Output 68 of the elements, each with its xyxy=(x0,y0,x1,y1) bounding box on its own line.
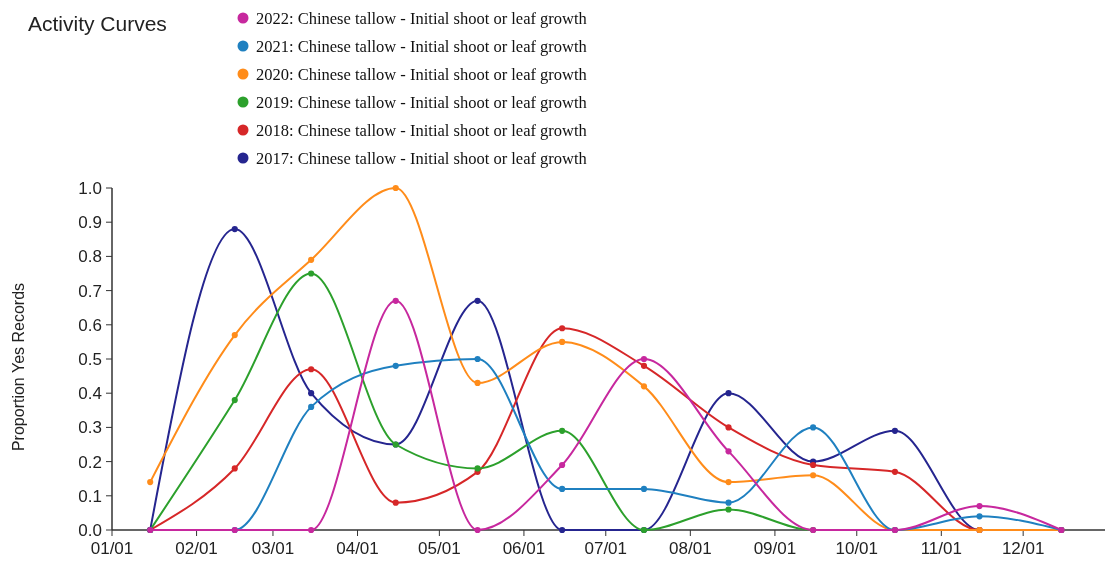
point xyxy=(308,270,315,277)
y-tick-label: 0.8 xyxy=(78,247,102,267)
point xyxy=(559,427,566,434)
point xyxy=(725,499,732,506)
point xyxy=(976,502,983,510)
y-tick-label: 1.0 xyxy=(78,179,102,198)
point xyxy=(308,390,315,397)
point xyxy=(891,427,899,434)
point xyxy=(559,485,566,493)
point xyxy=(474,526,481,534)
x-tick-label: 06/01 xyxy=(502,539,546,558)
point xyxy=(308,256,315,263)
point xyxy=(725,424,732,431)
point xyxy=(474,297,481,304)
point xyxy=(559,526,566,534)
legend-label: 2018: Chinese tallow - Initial shoot or leaf growth xyxy=(256,121,588,140)
y-tick-label: 0.7 xyxy=(78,281,102,301)
point xyxy=(810,424,817,431)
point xyxy=(810,472,817,479)
y-tick-label: 0.2 xyxy=(78,452,102,472)
legend-label: 2021: Chinese tallow - Initial shoot or leaf growth xyxy=(256,37,588,56)
x-tick-label: 09/01 xyxy=(753,539,797,558)
legend-label: 2022: Chinese tallow - Initial shoot or leaf growth xyxy=(256,9,588,28)
x-tick-label: 08/01 xyxy=(669,539,712,558)
point xyxy=(308,366,315,373)
x-tick-label: 05/01 xyxy=(418,539,461,558)
point xyxy=(725,390,732,397)
x-tick-label: 01/01 xyxy=(90,539,134,558)
y-axis-title: Proportion Yes Records xyxy=(10,282,27,452)
point xyxy=(810,461,817,469)
point xyxy=(392,184,399,192)
y-tick-label: 0.9 xyxy=(78,213,102,233)
point xyxy=(725,506,732,513)
point xyxy=(308,526,315,534)
point xyxy=(640,383,648,390)
y-tick-label: 0.1 xyxy=(78,486,102,506)
x-tick-label: 07/01 xyxy=(584,539,628,558)
point xyxy=(308,403,315,410)
legend-label: 2017: Chinese tallow - Initial shoot or leaf growth xyxy=(256,149,588,168)
point xyxy=(976,513,983,520)
point xyxy=(474,355,481,363)
point xyxy=(891,468,899,475)
y-tick-label: 0.3 xyxy=(78,418,102,438)
legend-label: 2020: Chinese tallow - Initial shoot or leaf growth xyxy=(256,65,588,84)
y-tick-label: 0.4 xyxy=(78,384,102,404)
y-tick-label: 0.6 xyxy=(78,315,102,335)
point xyxy=(392,297,399,304)
point xyxy=(559,461,566,469)
x-tick-label: 10/01 xyxy=(835,539,879,558)
legend-label: 2019: Chinese tallow - Initial shoot or leaf growth xyxy=(256,93,588,112)
x-tick-label: 12/01 xyxy=(1001,539,1045,558)
point xyxy=(474,379,481,387)
point xyxy=(640,485,648,493)
x-tick-label: 04/01 xyxy=(336,539,379,558)
chart-title: Activity Curves xyxy=(28,12,167,35)
point xyxy=(640,362,648,369)
point xyxy=(725,479,732,486)
point xyxy=(725,448,732,455)
y-tick-label: 0.0 xyxy=(78,521,102,540)
x-tick-label: 03/01 xyxy=(251,539,295,558)
y-tick-label: 0.5 xyxy=(78,350,102,369)
point xyxy=(392,362,399,369)
x-tick-label: 11/01 xyxy=(920,539,962,558)
point xyxy=(392,499,399,506)
x-tick-label: 02/01 xyxy=(175,539,218,558)
point xyxy=(640,355,648,363)
point xyxy=(559,325,566,332)
point xyxy=(559,338,566,345)
